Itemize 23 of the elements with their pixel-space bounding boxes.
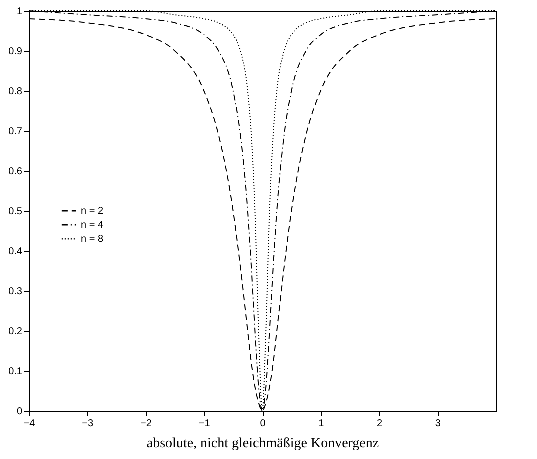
x-tick-label: 3 [435, 418, 442, 430]
y-tick-label: 0.2 [8, 326, 23, 338]
x-tick-label: −1 [198, 418, 211, 430]
y-tick-label: 0 [16, 406, 23, 418]
y-tick-label: 0.7 [8, 126, 23, 138]
x-tick-label: −3 [82, 418, 94, 430]
legend-label: n = 2 [81, 206, 104, 217]
y-tick-label: 0.3 [8, 286, 23, 298]
x-tick-label: 2 [376, 418, 383, 430]
y-tick-label: 0.4 [8, 246, 23, 258]
x-tick-label: −2 [140, 418, 152, 430]
x-tick-label: 0 [260, 418, 266, 430]
y-tick-label: 0.1 [8, 366, 23, 378]
legend-label: n = 8 [81, 234, 104, 245]
x-tick-label: 1 [318, 418, 325, 430]
y-tick-label: 0.6 [8, 166, 23, 178]
y-tick-label: 1 [16, 6, 23, 18]
x-tick-label: −4 [24, 418, 36, 430]
x-axis-title: absolute, nicht gleichmäßige Konvergenz [146, 436, 380, 452]
y-tick-label: 0.8 [8, 86, 23, 98]
y-tick-label: 0.5 [8, 206, 23, 218]
legend-label: n = 4 [81, 220, 104, 231]
y-tick-label: 0.9 [8, 46, 23, 58]
